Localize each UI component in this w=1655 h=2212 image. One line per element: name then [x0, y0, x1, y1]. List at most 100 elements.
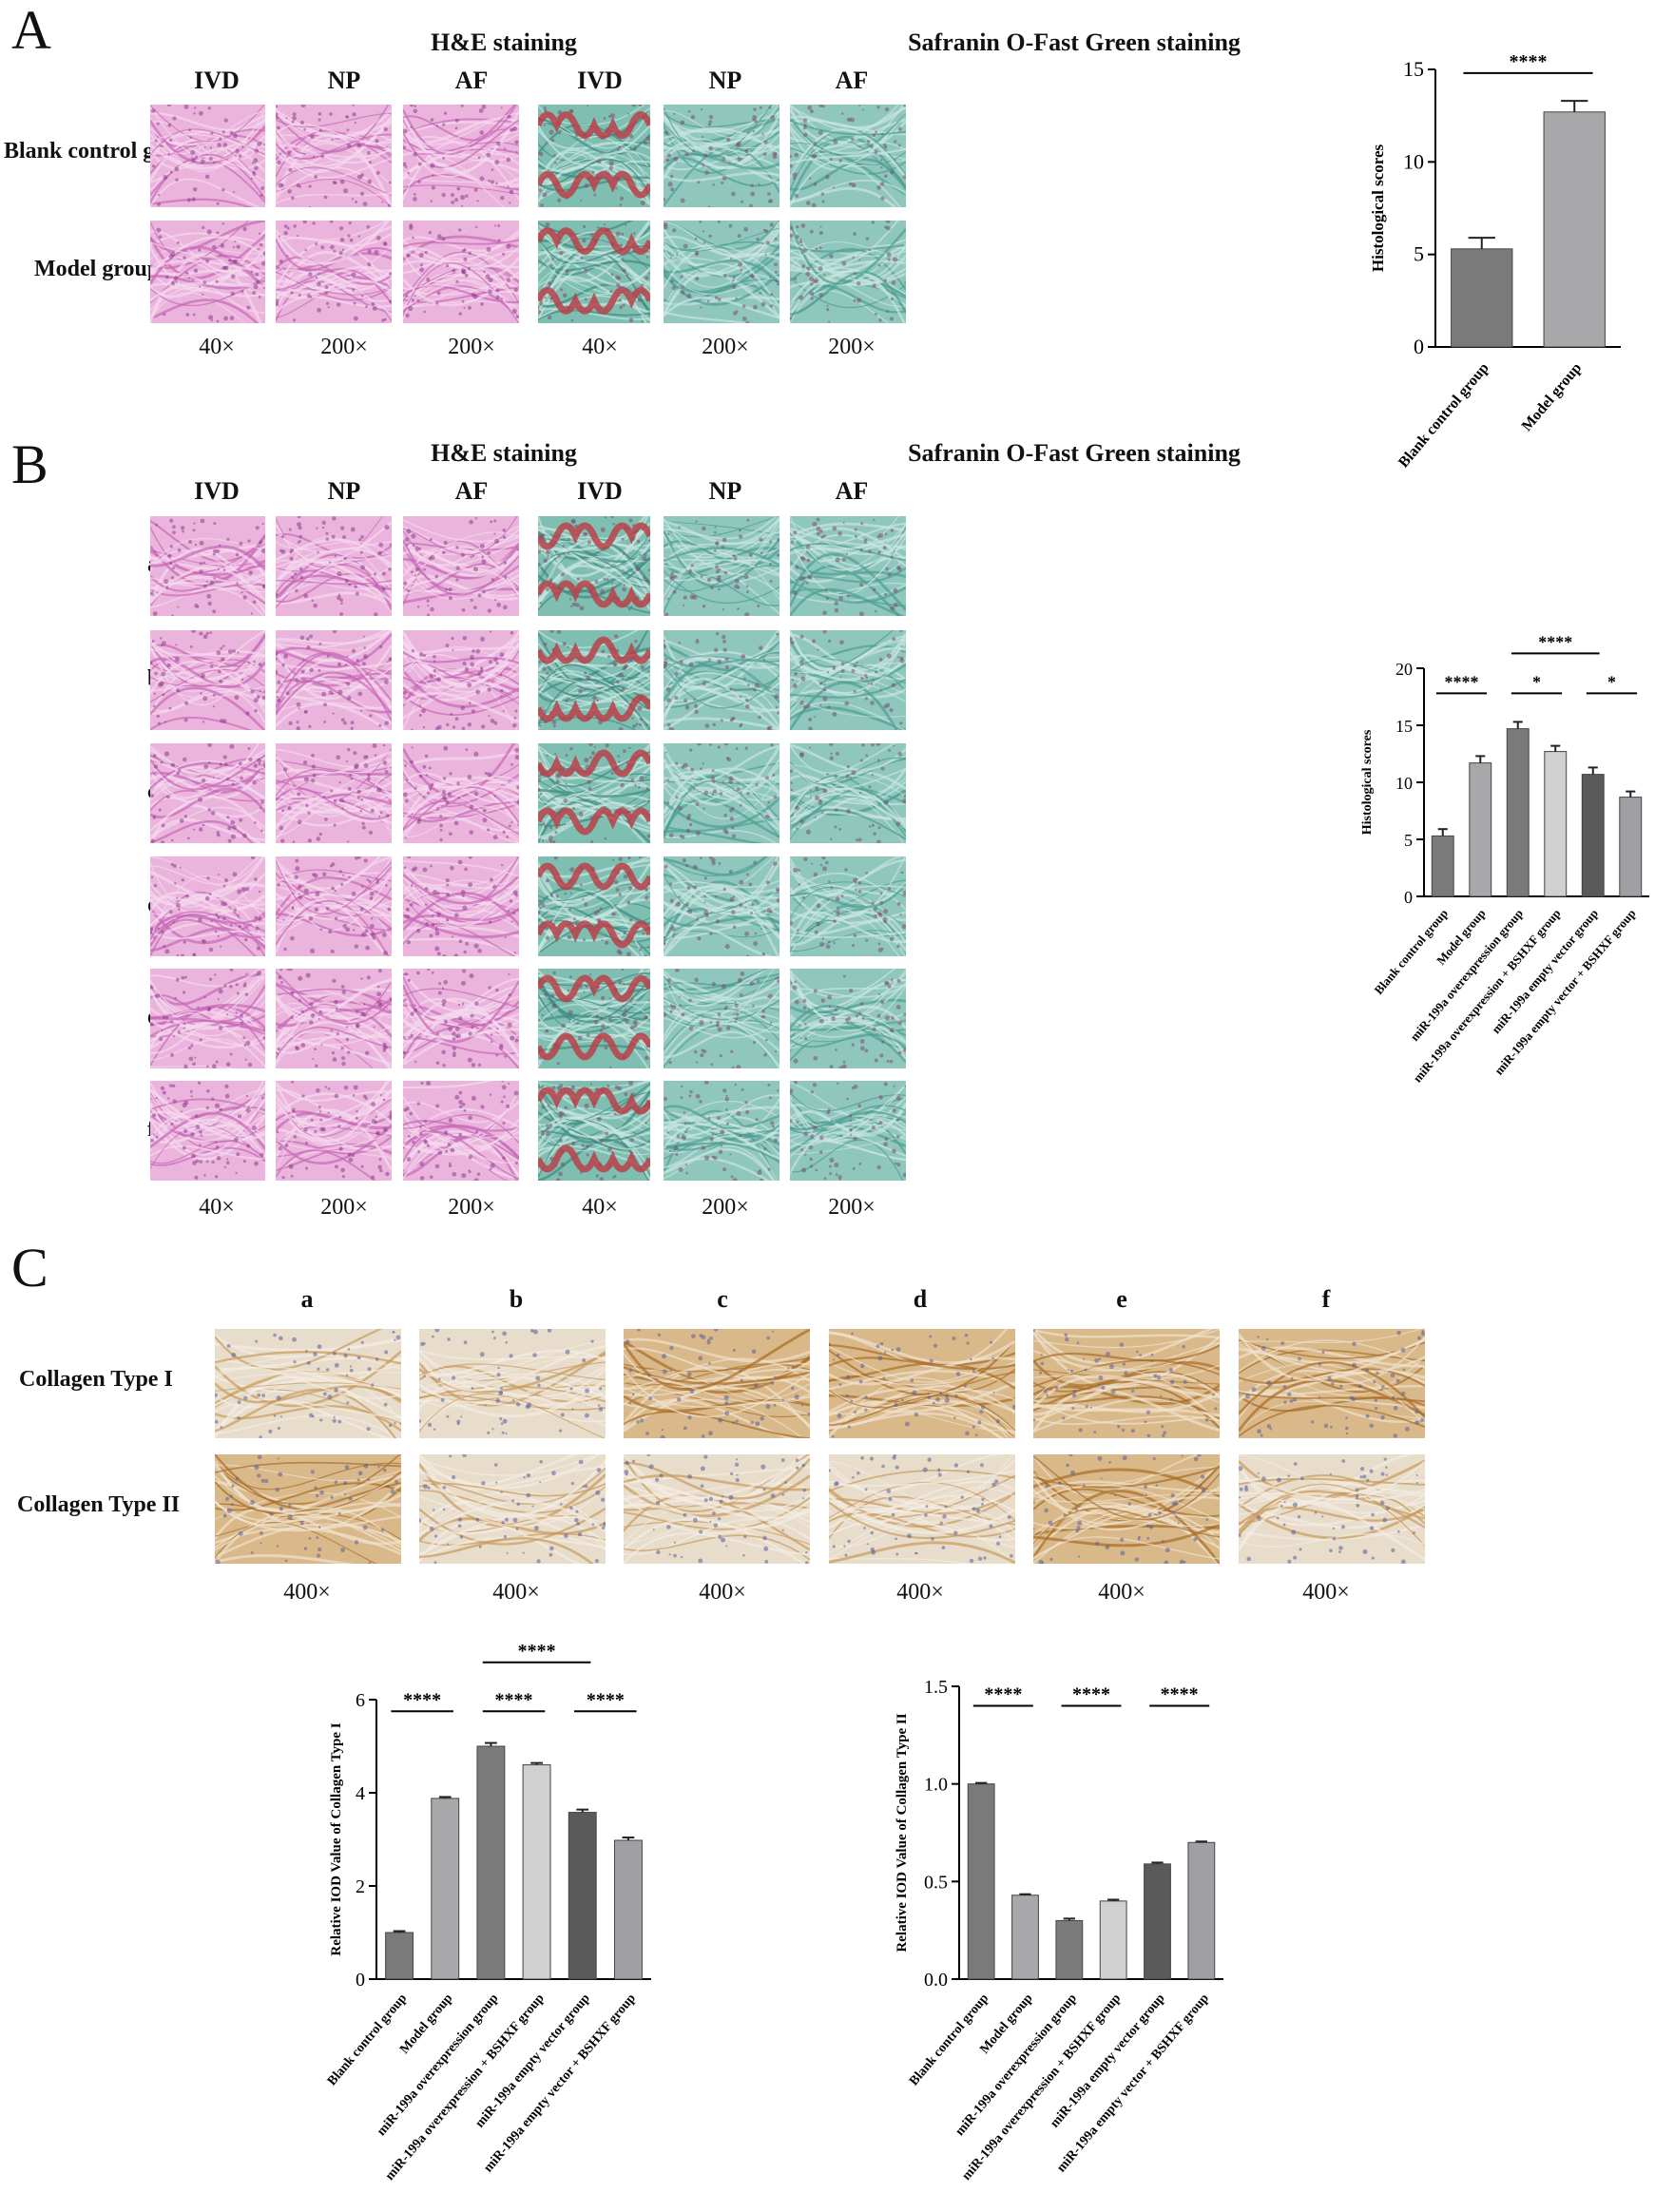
panel-b-image-r0-c1 [276, 516, 392, 616]
bar [1543, 111, 1606, 348]
panel-b-image-r0-c3 [538, 516, 650, 616]
bar [1144, 1863, 1171, 1980]
panel-b-image-r0-c0 [150, 516, 265, 616]
y-tick-label: 10 [1395, 774, 1413, 793]
chart-a-histological-scores: 0 5 10 15 Histological scores Blank control g… [1369, 51, 1621, 471]
panel-a-col-4: NP [708, 67, 742, 94]
bar [1544, 751, 1568, 897]
bar [1431, 835, 1454, 897]
panel-b-col-5: AF [835, 477, 869, 505]
panel-b-image-r1-c1 [276, 630, 392, 730]
panel-b-image-r5-c2 [403, 1081, 519, 1181]
y-tick-label: 5 [1414, 242, 1424, 266]
panel-c-col-5: f [1321, 1285, 1331, 1313]
panel-c-col-4: e [1116, 1285, 1127, 1313]
bar [1506, 728, 1530, 897]
panel-a-mag-2: 200× [448, 335, 495, 359]
panel-b-col-1: NP [327, 477, 361, 505]
panel-c-image-r0-c5 [1239, 1329, 1425, 1438]
category-label: miR-199a overexpression + BSHXF group [383, 1991, 548, 2183]
y-tick-label: 15 [1403, 57, 1424, 81]
bar [1469, 762, 1492, 897]
panel-a-letter: A [11, 0, 51, 61]
y-tick-label: 5 [1404, 831, 1413, 850]
y-tick-label: 0 [356, 1970, 365, 1991]
bar [1451, 248, 1513, 348]
y-axis-label: Relative IOD Value of Collagen Type II [895, 1713, 910, 1952]
panel-b-col-2: AF [454, 477, 489, 505]
bar [1581, 774, 1605, 897]
y-tick-label: 6 [356, 1690, 365, 1711]
significance-label: **** [984, 1684, 1022, 1705]
panel-b-image-r4-c3 [538, 969, 650, 1068]
panel-b-image-r3-c2 [403, 856, 519, 956]
category-label: Blank control group [1395, 360, 1492, 471]
bar [1055, 1919, 1084, 1980]
panel-b-image-r5-c3 [538, 1081, 650, 1181]
panel-c-col-3: d [913, 1285, 928, 1313]
bar [1187, 1841, 1216, 1980]
panel-b-mag-0: 40× [199, 1195, 235, 1220]
panel-b-image-r3-c3 [538, 856, 650, 956]
panel-c-image-r0-c0 [215, 1329, 401, 1438]
panel-b-image-r2-c5 [790, 743, 906, 843]
panel-c-image-r1-c2 [624, 1454, 810, 1564]
panel-c-image-r1-c1 [419, 1454, 606, 1564]
y-axis-label: Histological scores [1369, 144, 1387, 272]
panel-b-mag-2: 200× [448, 1195, 495, 1220]
panel-a-image-r1-c2 [403, 221, 519, 323]
panel-a-col-2: AF [454, 67, 489, 94]
panel-a-image-r0-c0 [150, 105, 265, 207]
y-tick-label: 0.0 [924, 1970, 948, 1991]
panel-a-col-0: IVD [194, 67, 240, 94]
panel-b-mag-3: 40× [582, 1195, 618, 1220]
panel-b-so-title: Safranin O-Fast Green staining [908, 439, 1241, 467]
y-tick-label: 4 [356, 1783, 365, 1804]
panel-b-image-r5-c1 [276, 1081, 392, 1181]
panel-b-letter: B [11, 433, 48, 495]
category-label: Blank control group [907, 1991, 991, 2088]
bar [522, 1764, 551, 1980]
panel-b-image-r4-c1 [276, 969, 392, 1068]
panel-a-image-r1-c4 [664, 221, 779, 323]
bar [568, 1812, 597, 1980]
panel-b-image-r0-c4 [664, 516, 779, 616]
bar [613, 1839, 643, 1980]
panel-b-he-title: H&E staining [431, 439, 577, 467]
bar [476, 1745, 506, 1980]
panel-b-col-0: IVD [194, 477, 240, 505]
panel-b-image-r3-c0 [150, 856, 265, 956]
panel-c-image-r0-c3 [829, 1329, 1015, 1438]
panel-c-mag-4: 400× [1098, 1580, 1145, 1605]
significance-label: **** [1510, 51, 1548, 72]
panel-c-image-r1-c4 [1033, 1454, 1220, 1564]
panel-b-image-r5-c4 [664, 1081, 779, 1181]
y-tick-label: 1.5 [924, 1677, 948, 1698]
panel-b-image-r2-c2 [403, 743, 519, 843]
panel-c-row-1: Collagen Type II [17, 1492, 181, 1517]
significance-label: **** [1538, 632, 1572, 651]
panel-c-mag-0: 400× [283, 1580, 331, 1605]
panel-c-image-r0-c1 [419, 1329, 606, 1438]
panel-a-image-r0-c5 [790, 105, 906, 207]
panel-b-image-r3-c5 [790, 856, 906, 956]
category-label: miR-199a overexpression + BSHXF group [959, 1991, 1124, 2183]
panel-a-so-title: Safranin O-Fast Green staining [908, 29, 1241, 56]
panel-a-row-1: Model group [34, 257, 161, 281]
bar [431, 1798, 460, 1980]
panel-b-image-r1-c2 [403, 630, 519, 730]
bar [967, 1783, 995, 1980]
panel-b-image-r2-c0 [150, 743, 265, 843]
bar [385, 1932, 414, 1980]
panel-b-image-r0-c2 [403, 516, 519, 616]
panel-a-image-r1-c1 [276, 221, 392, 323]
panel-a-he-title: H&E staining [431, 29, 577, 56]
y-axis-label: Histological scores [1360, 729, 1375, 835]
panel-b-image-r3-c1 [276, 856, 392, 956]
significance-label: **** [1072, 1684, 1110, 1705]
panel-b-image-r1-c5 [790, 630, 906, 730]
panel-a-image-r0-c1 [276, 105, 392, 207]
y-tick-label: 20 [1395, 660, 1413, 679]
panel-b-col-3: IVD [577, 477, 623, 505]
panel-c-mag-1: 400× [492, 1580, 540, 1605]
